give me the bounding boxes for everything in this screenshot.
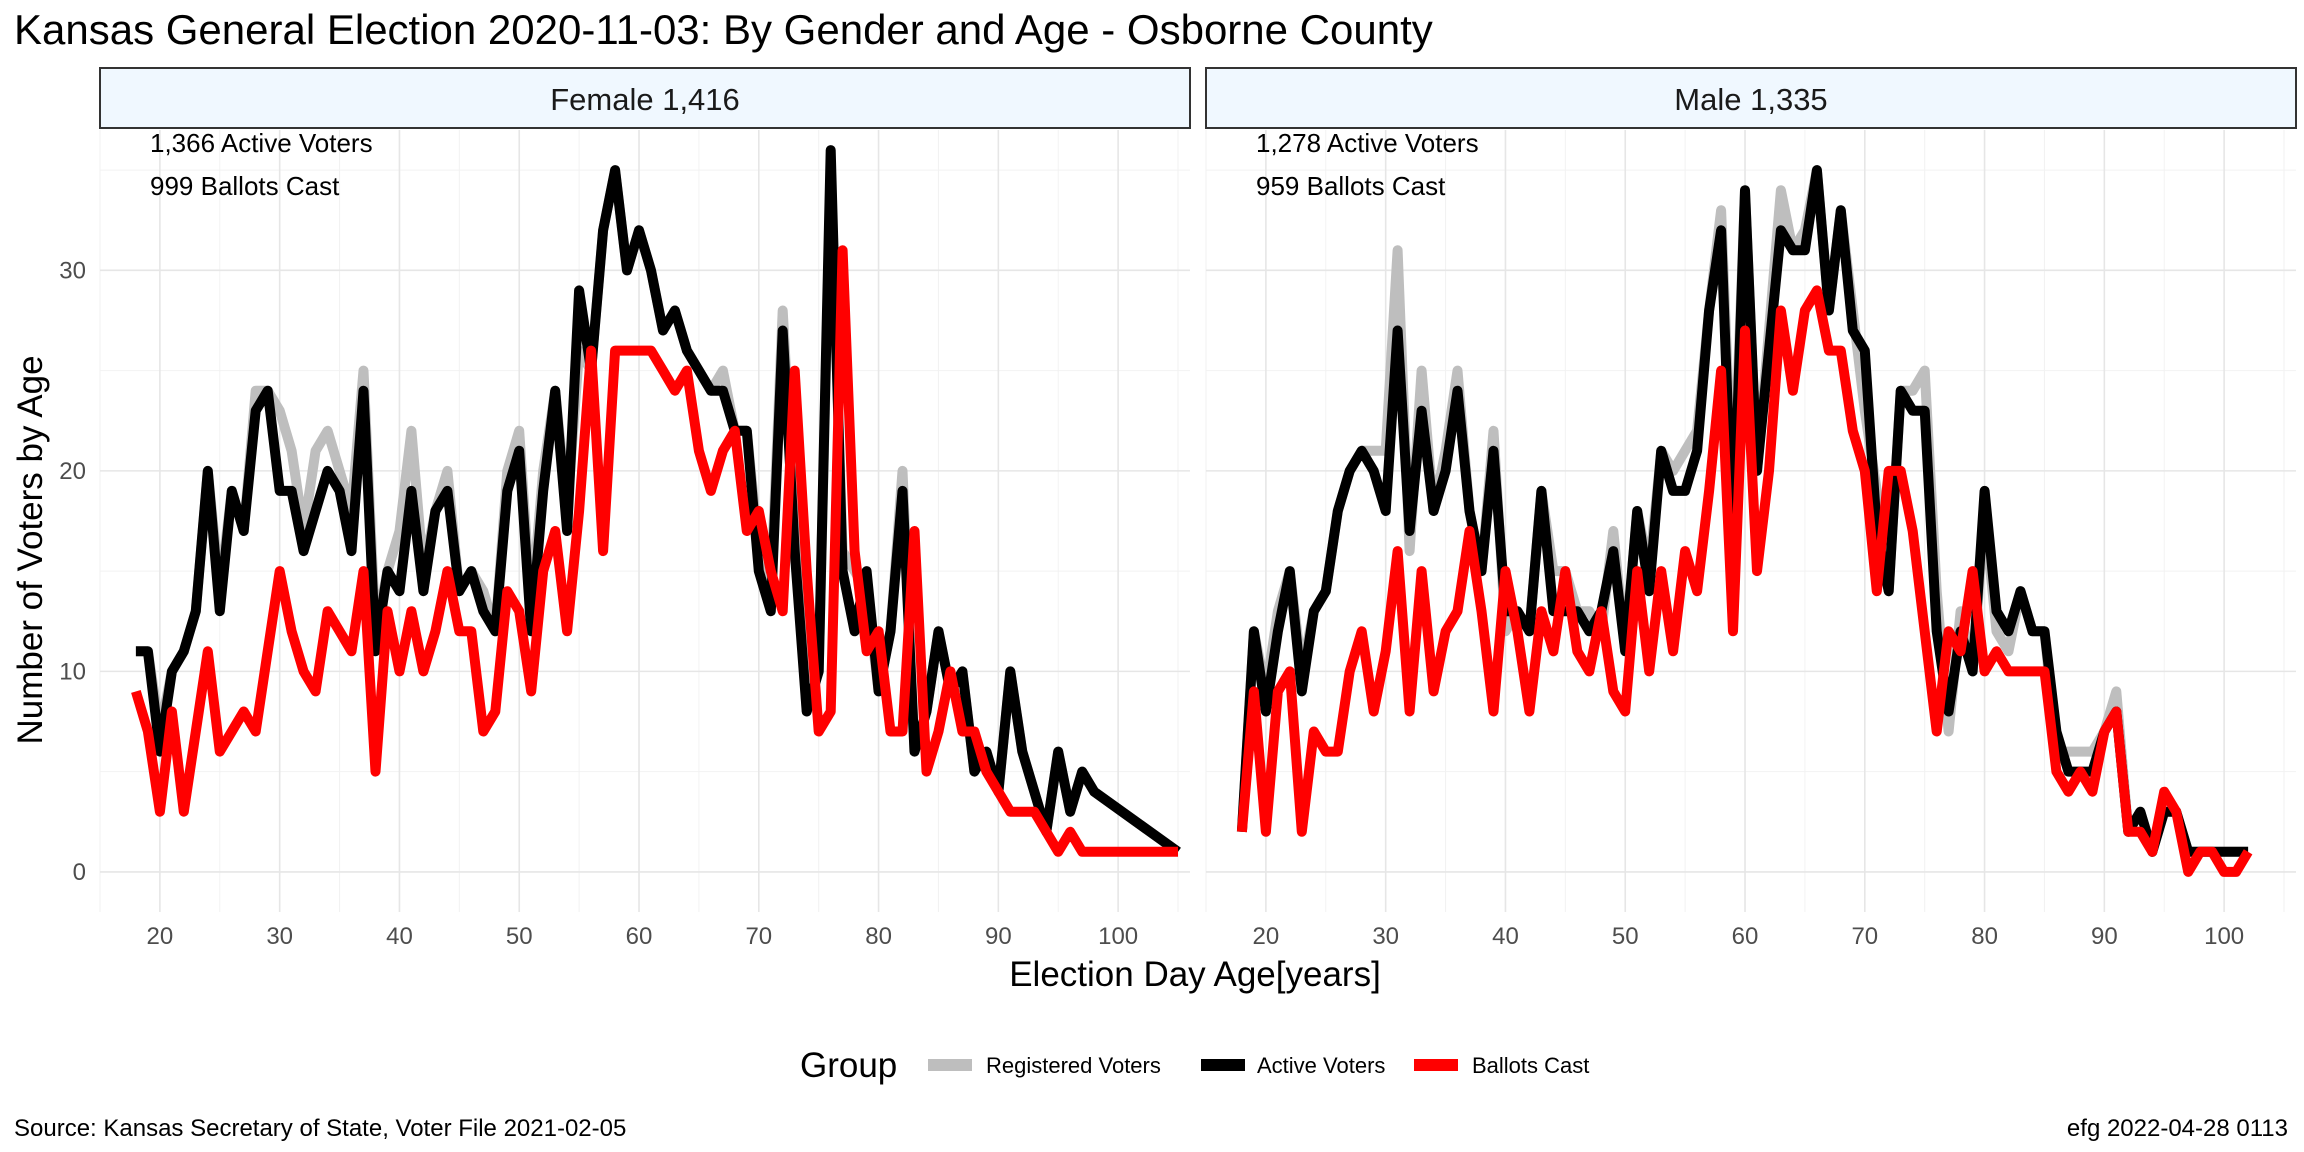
- source-caption: Source: Kansas Secretary of State, Voter…: [14, 1115, 626, 1142]
- x-tick-label: 90: [985, 923, 1012, 950]
- series-line-active-voters: [135, 145, 1181, 856]
- chart-title: Kansas General Election 2020-11-03: By G…: [14, 6, 1433, 53]
- legend: Group Registered Voters Active Voters Ba…: [800, 1046, 1589, 1085]
- y-tick-label: 0: [73, 859, 86, 886]
- series-line-ballots-cast: [131, 245, 1178, 857]
- x-tick-label: 70: [1851, 923, 1878, 950]
- x-tick-label: 80: [1971, 923, 1998, 950]
- y-axis: 0 10 20 30: [59, 257, 86, 886]
- x-tick-label: 20: [1253, 923, 1280, 950]
- panel-annotation: 959 Ballots Cast: [1256, 171, 1446, 201]
- panel-male: 20 30 40 50 60 70 80 90 100 Male 1,335 1,278 Activ…: [1205, 67, 2297, 950]
- y-tick-label: 10: [59, 658, 86, 685]
- panel-female: 20 30 40 50 60 70 80 90 100 Female 1,416 1,366 Act…: [99, 67, 1191, 950]
- legend-label-ballots: Ballots Cast: [1472, 1053, 1589, 1078]
- legend-title: Group: [800, 1046, 897, 1085]
- facet-strip-label: Female 1,416: [550, 82, 740, 117]
- facet-strip: [1205, 67, 2297, 129]
- x-tick-label: 70: [745, 923, 772, 950]
- x-tick-label: 30: [266, 923, 293, 950]
- panel-annotation: 999 Ballots Cast: [150, 171, 340, 201]
- panel-annotation: 1,278 Active Voters: [1256, 128, 1479, 158]
- legend-label-registered: Registered Voters: [986, 1053, 1161, 1078]
- x-tick-label: 20: [147, 923, 174, 950]
- x-tick-label: 40: [1492, 923, 1519, 950]
- series-line-ballots-cast: [1236, 285, 2253, 877]
- x-tick-label: 100: [1098, 923, 1138, 950]
- facet-strip: [99, 67, 1191, 129]
- x-tick-label: 90: [2091, 923, 2118, 950]
- x-tick-label: 60: [626, 923, 653, 950]
- legend-label-active: Active Voters: [1257, 1053, 1385, 1078]
- y-tick-label: 30: [59, 257, 86, 284]
- credit-caption: efg 2022-04-28 0113: [2067, 1115, 2288, 1142]
- panel-annotation: 1,366 Active Voters: [150, 128, 373, 158]
- x-tick-label: 80: [865, 923, 892, 950]
- x-tick-label: 40: [386, 923, 413, 950]
- y-tick-label: 20: [59, 458, 86, 485]
- x-axis-label: Election Day Age[years]: [1009, 955, 1381, 994]
- y-axis-label: Number of Voters by Age: [11, 355, 50, 744]
- x-tick-label: 50: [1612, 923, 1639, 950]
- x-tick-label: 60: [1732, 923, 1759, 950]
- facet-strip-label: Male 1,335: [1674, 82, 1827, 117]
- x-tick-label: 100: [2204, 923, 2244, 950]
- x-tick-label: 30: [1372, 923, 1399, 950]
- x-tick-label: 50: [506, 923, 533, 950]
